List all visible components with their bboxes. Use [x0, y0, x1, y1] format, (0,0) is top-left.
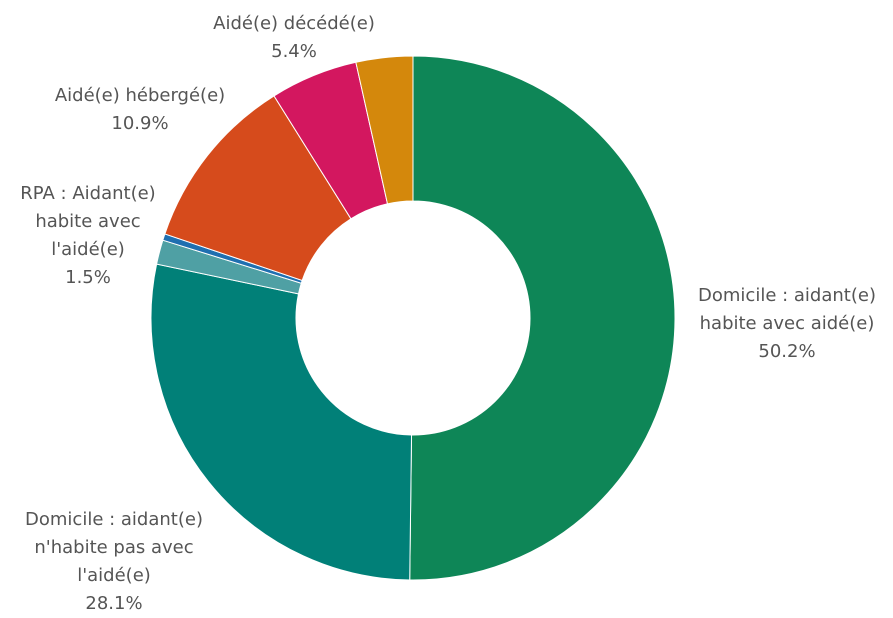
slice-label-decede: Aidé(e) décédé(e) 5.4% [184, 10, 404, 66]
slice-label-name: RPA : Aidant(e) habite avec l'aidé(e) [20, 183, 156, 260]
donut-slice-4 [164, 95, 352, 282]
slice-label-name: Domicile : aidant(e) n'habite pas avec l… [25, 509, 203, 586]
slice-label-name: Aidé(e) décédé(e) [213, 13, 375, 34]
slice-label-heberge: Aidé(e) hébergé(e) 10.9% [30, 82, 250, 138]
slice-label-value: 28.1% [85, 593, 143, 614]
slice-label-name: Domicile : aidant(e) habite avec aidé(e) [698, 285, 876, 334]
slice-label-value: 50.2% [758, 341, 816, 362]
donut-slice-0 [409, 55, 676, 581]
donut-slice-1 [150, 263, 413, 581]
slice-label-value: 5.4% [271, 41, 317, 62]
slice-label-value: 10.9% [111, 113, 169, 134]
donut-slice-6 [355, 55, 414, 205]
slice-label-value: 1.5% [65, 267, 111, 288]
donut-slices [150, 55, 676, 581]
slice-label-domicile-pas-avec: Domicile : aidant(e) n'habite pas avec l… [4, 506, 224, 618]
slice-label-rpa: RPA : Aidant(e) habite avec l'aidé(e) 1.… [0, 180, 176, 292]
slice-label-name: Aidé(e) hébergé(e) [54, 85, 226, 106]
slice-label-domicile-avec: Domicile : aidant(e) habite avec aidé(e)… [682, 282, 892, 366]
